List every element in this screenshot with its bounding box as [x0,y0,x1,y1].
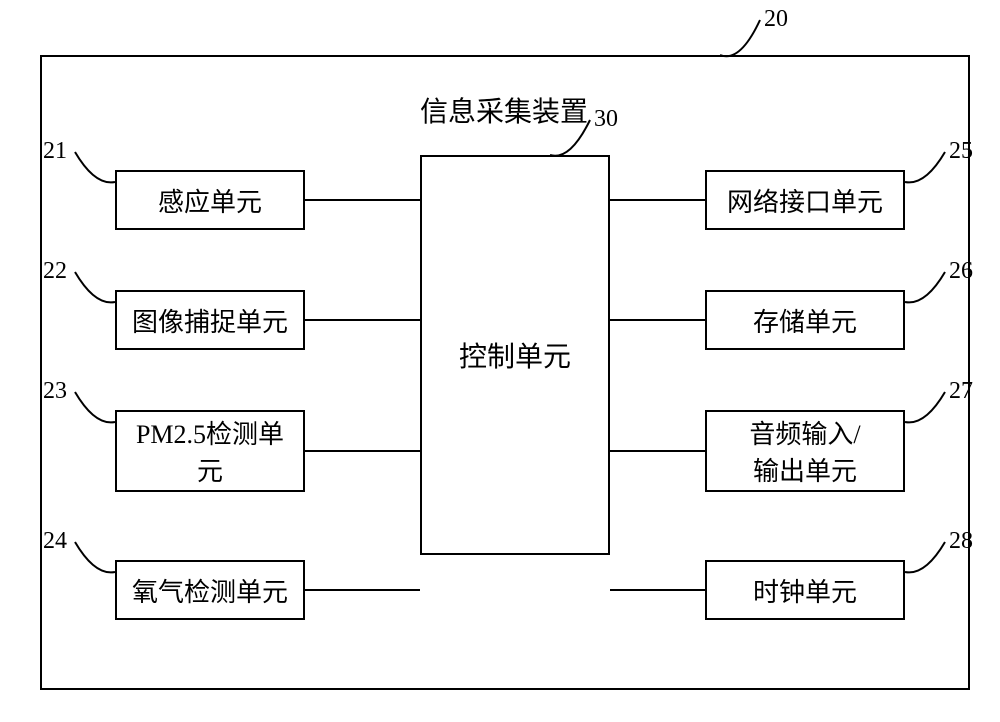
right-ref-25: 25 [949,138,973,165]
center-control-unit-label: 控制单元 [459,335,571,375]
left-ref-21: 21 [43,138,67,165]
center-ref-label: 30 [594,106,618,133]
diagram-canvas: 20 信息采集装置 控制单元 30 感应单元 图像捕捉单元 PM2.5检测单元 … [0,0,1000,722]
left-box-24: 氧气检测单元 [115,560,305,620]
right-ref-27: 27 [949,378,973,405]
right-box-28-label: 时钟单元 [753,572,857,609]
left-box-22: 图像捕捉单元 [115,290,305,350]
left-edge-22 [305,319,420,321]
left-box-23-label: PM2.5检测单元 [136,414,284,488]
right-edge-25 [610,199,705,201]
right-box-25-label: 网络接口单元 [727,182,883,219]
left-ref-23: 23 [43,378,67,405]
right-box-26-label: 存储单元 [753,302,857,339]
right-box-27: 音频输入/输出单元 [705,410,905,492]
left-edge-24 [305,589,420,591]
right-box-28: 时钟单元 [705,560,905,620]
left-box-21: 感应单元 [115,170,305,230]
right-ref-28: 28 [949,528,973,555]
diagram-title: 信息采集装置 [420,90,588,130]
right-edge-27 [610,450,705,452]
left-ref-24: 24 [43,528,67,555]
left-box-24-label: 氧气检测单元 [132,572,288,609]
left-edge-23 [305,450,420,452]
left-box-21-label: 感应单元 [158,182,262,219]
left-box-23: PM2.5检测单元 [115,410,305,492]
outer-ref-label: 20 [764,6,788,33]
left-ref-22: 22 [43,258,67,285]
left-box-22-label: 图像捕捉单元 [132,302,288,339]
right-edge-26 [610,319,705,321]
left-edge-21 [305,199,420,201]
right-box-25: 网络接口单元 [705,170,905,230]
right-box-27-label: 音频输入/输出单元 [749,414,860,488]
right-ref-26: 26 [949,258,973,285]
right-box-26: 存储单元 [705,290,905,350]
right-edge-28 [610,589,705,591]
center-control-unit-box: 控制单元 [420,155,610,555]
